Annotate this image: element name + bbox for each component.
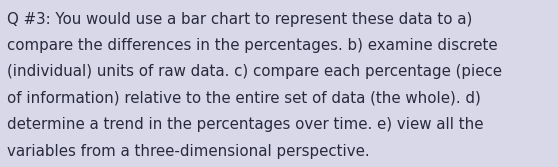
Text: (individual) units of raw data. c) compare each percentage (piece: (individual) units of raw data. c) compa…: [7, 64, 502, 79]
Text: determine a trend in the percentages over time. e) view all the: determine a trend in the percentages ove…: [7, 117, 484, 132]
Text: compare the differences in the percentages. b) examine discrete: compare the differences in the percentag…: [7, 38, 498, 53]
Text: variables from a three-dimensional perspective.: variables from a three-dimensional persp…: [7, 144, 370, 159]
Text: Q #3: You would use a bar chart to represent these data to a): Q #3: You would use a bar chart to repre…: [7, 12, 473, 27]
Text: of information) relative to the entire set of data (the whole). d): of information) relative to the entire s…: [7, 91, 481, 106]
